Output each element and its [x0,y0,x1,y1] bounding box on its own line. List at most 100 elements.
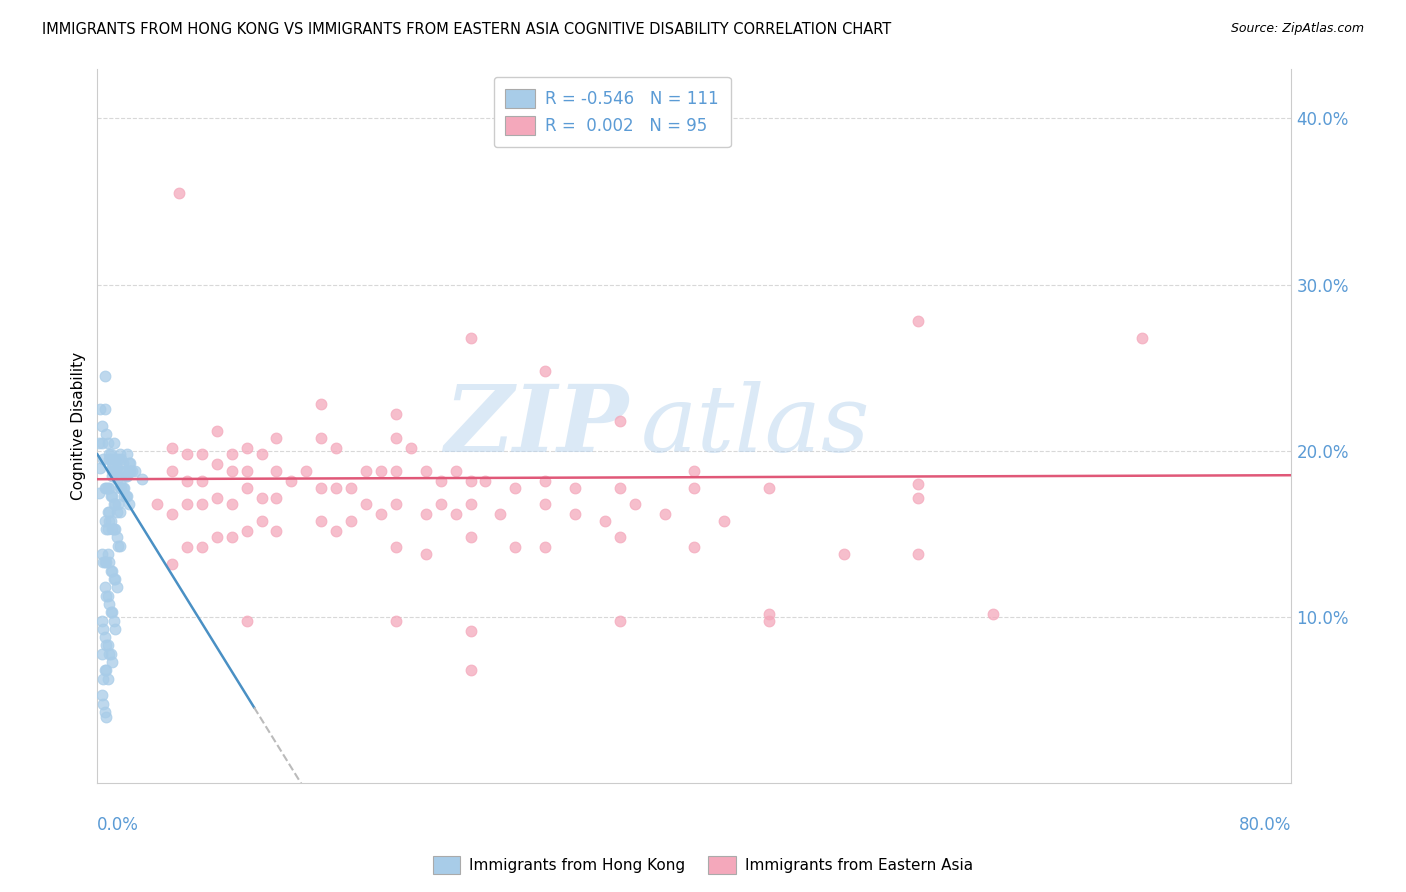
Point [564,481,586,495]
Point [103,572,125,586]
Point [108,481,131,495]
Point [160,441,183,455]
Point [191,447,214,461]
Point [460,331,482,345]
Point [100,452,122,467]
Y-axis label: Cognitive Disability: Cognitive Disability [72,352,86,500]
Point [609,614,631,628]
Point [91,452,114,467]
Point [97,435,120,450]
Point [104,464,127,478]
Point [110,481,132,495]
Point [907,477,929,491]
Point [266,464,288,478]
Point [235,524,257,538]
Legend: Immigrants from Hong Kong, Immigrants from Eastern Asia: Immigrants from Hong Kong, Immigrants fr… [426,850,980,880]
Point [87,485,110,500]
Point [98,647,121,661]
Text: ZIP: ZIP [444,381,628,471]
Point [205,457,228,471]
Point [160,464,183,478]
Point [124,464,146,478]
Point [96,639,118,653]
Point [534,497,557,511]
Point [120,464,142,478]
Point [96,664,118,678]
Point [101,605,124,619]
Point [176,474,198,488]
Point [176,541,198,555]
Point [94,514,117,528]
Point [107,539,129,553]
Point [112,464,135,478]
Point [191,541,214,555]
Point [385,464,408,478]
Point [97,522,120,536]
Point [176,497,198,511]
Point [105,472,128,486]
Point [103,614,125,628]
Point [474,474,496,488]
Point [90,614,112,628]
Point [609,414,631,428]
Point [105,530,128,544]
Point [94,369,117,384]
Point [90,547,112,561]
Point [94,705,117,719]
Point [97,639,120,653]
Point [444,507,467,521]
Point [415,547,437,561]
Point [96,481,118,495]
Point [94,402,117,417]
Point [94,580,117,594]
Point [907,547,929,561]
Point [101,469,124,483]
Point [103,522,125,536]
Point [91,555,114,569]
Point [101,489,124,503]
Point [325,441,347,455]
Point [96,710,118,724]
Point [103,497,125,511]
Point [309,481,332,495]
Point [399,441,422,455]
Point [98,452,121,467]
Point [101,564,124,578]
Point [110,472,132,486]
Point [235,441,257,455]
Point [121,464,143,478]
Point [104,522,127,536]
Point [415,507,437,521]
Point [101,522,124,536]
Point [98,597,121,611]
Point [309,431,332,445]
Point [160,557,183,571]
Point [250,447,273,461]
Point [205,491,228,505]
Point [100,564,122,578]
Point [146,497,169,511]
Point [90,435,112,450]
Point [94,481,117,495]
Point [115,469,138,483]
Point [503,481,526,495]
Point [266,524,288,538]
Point [683,464,706,478]
Point [97,481,120,495]
Point [981,607,1004,621]
Point [907,491,929,505]
Point [340,481,363,495]
Point [118,497,141,511]
Point [221,530,243,544]
Point [94,555,117,569]
Text: Source: ZipAtlas.com: Source: ZipAtlas.com [1230,22,1364,36]
Text: IMMIGRANTS FROM HONG KONG VS IMMIGRANTS FROM EASTERN ASIA COGNITIVE DISABILITY C: IMMIGRANTS FROM HONG KONG VS IMMIGRANTS … [42,22,891,37]
Point [100,447,122,461]
Point [103,435,125,450]
Point [460,624,482,638]
Point [385,408,408,422]
Point [101,456,124,470]
Point [325,524,347,538]
Point [111,456,134,470]
Point [97,547,120,561]
